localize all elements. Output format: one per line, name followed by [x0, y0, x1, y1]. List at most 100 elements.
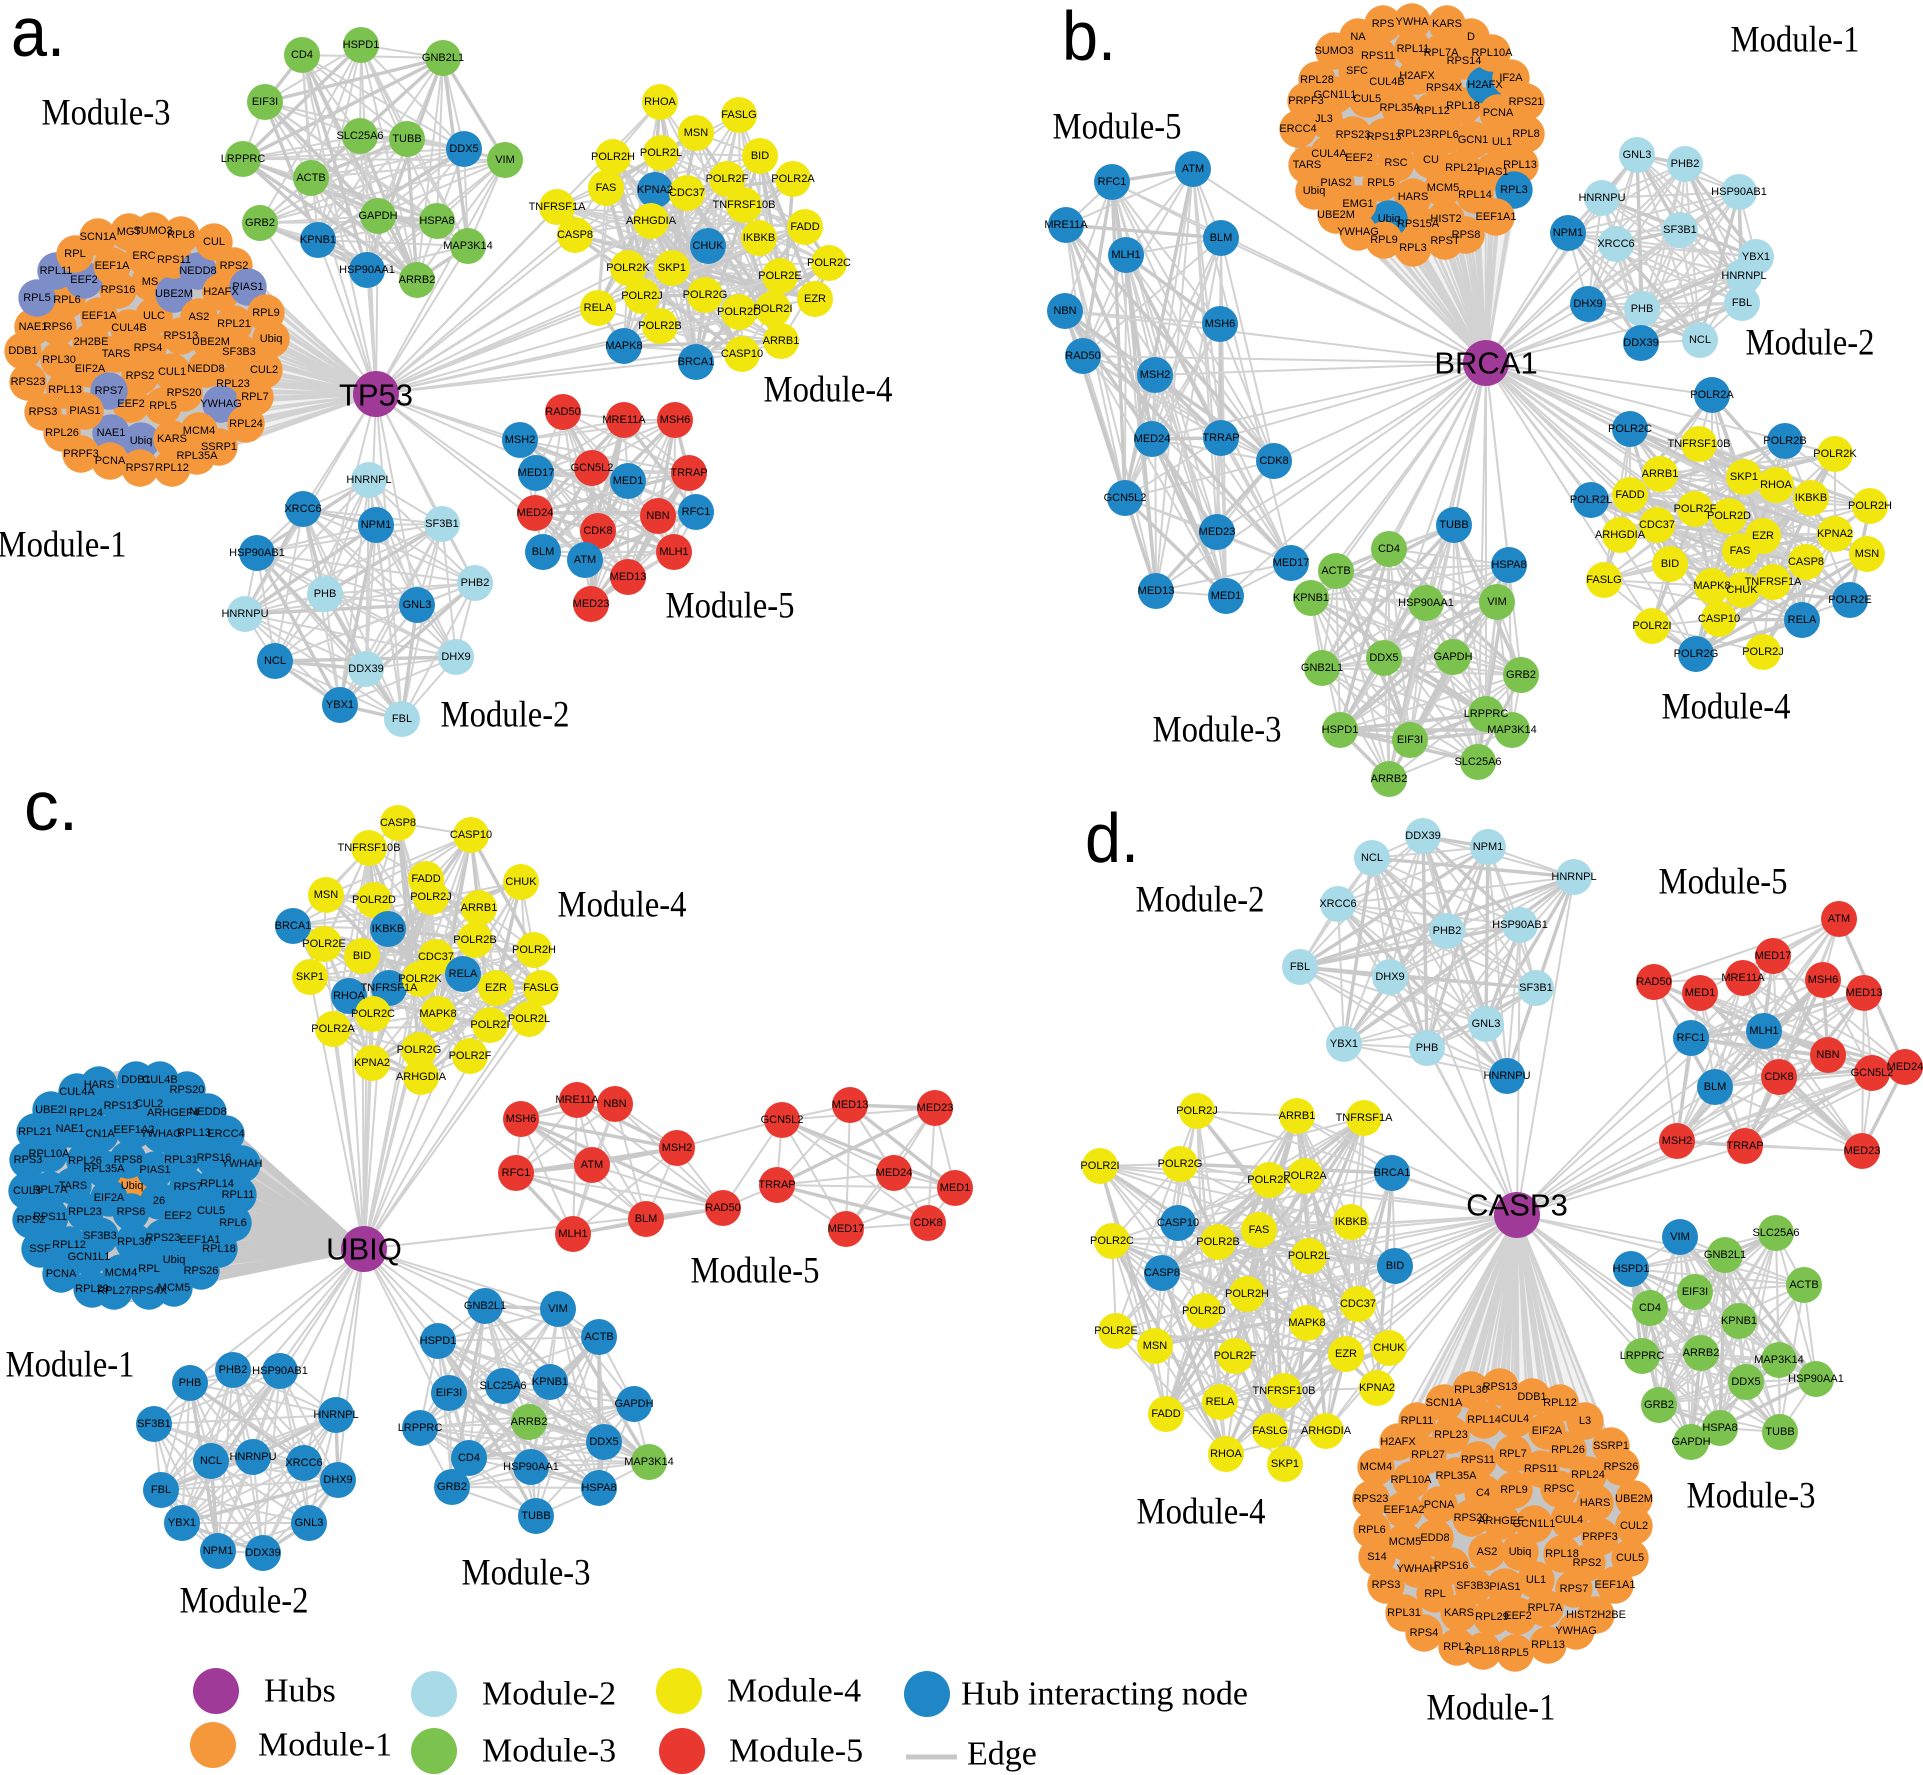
svg-text:MED17: MED17	[1273, 557, 1310, 569]
svg-text:POLR2I: POLR2I	[470, 1019, 509, 1031]
svg-text:POLR2F: POLR2F	[706, 173, 749, 185]
svg-text:BID: BID	[353, 950, 371, 962]
svg-text:NPM1: NPM1	[1553, 227, 1584, 239]
svg-text:EEF1A2: EEF1A2	[114, 1124, 155, 1136]
svg-text:ARRB1: ARRB1	[763, 335, 800, 347]
svg-text:NCL: NCL	[1361, 852, 1383, 864]
svg-text:FASLG: FASLG	[523, 982, 558, 994]
svg-text:SF3B3: SF3B3	[222, 346, 256, 358]
svg-text:RPL26: RPL26	[68, 1155, 102, 1167]
svg-text:TRRAP: TRRAP	[670, 467, 707, 479]
svg-text:RPL31: RPL31	[164, 1154, 198, 1166]
svg-text:FBL: FBL	[392, 713, 412, 725]
svg-text:PRPF3: PRPF3	[63, 448, 98, 460]
svg-text:MSH2: MSH2	[1662, 1135, 1693, 1147]
svg-text:Hubs: Hubs	[264, 1673, 336, 1710]
svg-text:MED24: MED24	[517, 507, 554, 519]
svg-text:BRCA1: BRCA1	[1434, 346, 1537, 381]
svg-text:HSP90AA1: HSP90AA1	[503, 1461, 559, 1473]
svg-text:CASP8: CASP8	[557, 229, 593, 241]
svg-text:GCN5L2: GCN5L2	[571, 462, 614, 474]
svg-text:GNB2L1: GNB2L1	[464, 1300, 506, 1312]
svg-text:YWHAG: YWHAG	[200, 398, 242, 410]
svg-text:RPL18: RPL18	[1545, 1548, 1579, 1560]
svg-text:MRE11A: MRE11A	[555, 1094, 599, 1106]
svg-text:ACTB: ACTB	[1789, 1279, 1818, 1291]
svg-text:CDC37: CDC37	[1340, 1298, 1376, 1310]
svg-text:RPL10A: RPL10A	[1391, 1474, 1433, 1486]
svg-text:RPS26: RPS26	[184, 1265, 219, 1277]
svg-text:H2AFX: H2AFX	[1399, 70, 1435, 82]
svg-text:HNRNPU: HNRNPU	[1483, 1070, 1530, 1082]
svg-text:CDK8: CDK8	[913, 1217, 942, 1229]
svg-text:RPL13: RPL13	[177, 1127, 211, 1139]
svg-text:HSPD1: HSPD1	[343, 39, 380, 51]
svg-text:TUBB: TUBB	[521, 1510, 550, 1522]
svg-text:MED1: MED1	[940, 1182, 971, 1194]
svg-text:YWHAG: YWHAG	[1555, 1625, 1597, 1637]
svg-text:CUL: CUL	[203, 236, 225, 248]
svg-text:ATM: ATM	[574, 554, 596, 566]
svg-text:RPL9: RPL9	[252, 307, 280, 319]
svg-text:TNFRSF10B: TNFRSF10B	[1668, 438, 1731, 450]
svg-text:BID: BID	[751, 150, 769, 162]
svg-text:RPL3: RPL3	[1500, 184, 1528, 196]
svg-text:MED13: MED13	[832, 1099, 869, 1111]
svg-text:RSC: RSC	[1384, 157, 1407, 169]
svg-text:HSP90AA1: HSP90AA1	[339, 264, 395, 276]
svg-text:POLR2L: POLR2L	[508, 1013, 550, 1025]
svg-text:PRPF3: PRPF3	[1582, 1531, 1617, 1543]
svg-text:Module-5: Module-5	[729, 1733, 863, 1770]
svg-text:MSN: MSN	[314, 889, 339, 901]
svg-text:CUL4: CUL4	[1555, 1514, 1583, 1526]
svg-text:MED24: MED24	[1887, 1061, 1923, 1073]
svg-text:MCM5: MCM5	[158, 1282, 190, 1294]
svg-text:DDX39: DDX39	[245, 1547, 280, 1559]
svg-text:CD4: CD4	[458, 1452, 480, 1464]
svg-text:RPS3: RPS3	[14, 1154, 43, 1166]
svg-text:MED13: MED13	[610, 571, 647, 583]
svg-text:RPL5: RPL5	[149, 400, 177, 412]
svg-text:ARRB2: ARRB2	[511, 1416, 548, 1428]
svg-text:RPL23: RPL23	[216, 378, 250, 390]
svg-text:CDK8: CDK8	[1764, 1071, 1793, 1083]
svg-text:EIF3I: EIF3I	[436, 1387, 462, 1399]
svg-text:ERC: ERC	[132, 250, 155, 262]
svg-text:RPL27: RPL27	[97, 1285, 131, 1297]
svg-text:HSPD1: HSPD1	[420, 1335, 457, 1347]
svg-text:LRPPRC: LRPPRC	[221, 153, 266, 165]
svg-text:GAPDH: GAPDH	[358, 210, 397, 222]
svg-text:JL3: JL3	[1315, 113, 1333, 125]
svg-text:POLR2C: POLR2C	[1090, 1235, 1134, 1247]
svg-text:H2AFX: H2AFX	[203, 286, 239, 298]
svg-text:RPL8: RPL8	[1512, 128, 1540, 140]
svg-text:TARS: TARS	[102, 348, 131, 360]
svg-text:NBN: NBN	[1816, 1049, 1839, 1061]
svg-text:DDX39: DDX39	[1623, 337, 1658, 349]
svg-text:POLR2G: POLR2G	[397, 1044, 442, 1056]
svg-text:EEF2: EEF2	[164, 1210, 192, 1222]
svg-text:IKBKB: IKBKB	[1335, 1216, 1367, 1228]
svg-text:UBE2M: UBE2M	[1317, 209, 1355, 221]
svg-text:RPL9: RPL9	[1500, 1484, 1528, 1496]
svg-text:MCM4: MCM4	[105, 1267, 137, 1279]
svg-text:ACTB: ACTB	[1321, 565, 1350, 577]
svg-text:MCM4: MCM4	[1360, 1461, 1392, 1473]
svg-text:MSH6: MSH6	[1205, 318, 1236, 330]
svg-text:Ubiq: Ubiq	[1509, 1546, 1532, 1558]
svg-text:GRB2: GRB2	[1506, 669, 1536, 681]
svg-text:ARRB1: ARRB1	[1642, 468, 1679, 480]
svg-text:CUL1: CUL1	[158, 366, 186, 378]
svg-text:GAPDH: GAPDH	[1433, 651, 1472, 663]
svg-text:CUL5: CUL5	[197, 1205, 225, 1217]
svg-text:ARHGDIA: ARHGDIA	[396, 1071, 447, 1083]
svg-text:DDB1: DDB1	[1517, 1391, 1546, 1403]
svg-text:CASP10: CASP10	[1698, 613, 1740, 625]
svg-text:VIM: VIM	[1487, 596, 1507, 608]
svg-text:FASLG: FASLG	[1252, 1425, 1287, 1437]
svg-text:CUL3: CUL3	[13, 1185, 41, 1197]
svg-text:TARS: TARS	[59, 1180, 88, 1192]
svg-text:BRCA1: BRCA1	[1374, 1167, 1411, 1179]
svg-text:SLC25A6: SLC25A6	[479, 1380, 526, 1392]
svg-text:EIF2A: EIF2A	[75, 363, 106, 375]
